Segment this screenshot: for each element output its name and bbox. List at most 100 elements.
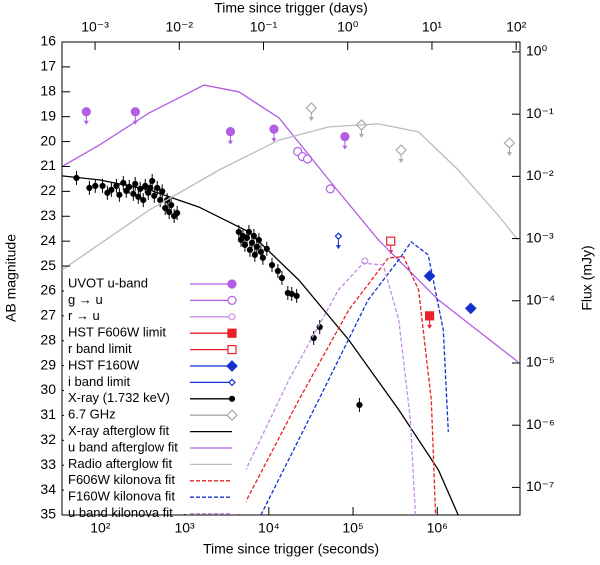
data-point [424,311,435,321]
plot-frame [61,41,521,516]
legend-marker [226,360,238,372]
legend-box [64,276,246,514]
data-point [116,191,123,198]
legend-label: i band limit [68,374,131,389]
data-point [268,261,276,269]
data-point [149,177,156,185]
legend-marker [227,328,237,338]
x-axis-label: Time since trigger (seconds) [203,541,379,557]
data-point [259,254,266,261]
limit-arrow [506,152,512,157]
limit-arrow [398,159,404,164]
legend-marker [228,378,236,387]
y2-tick-label: 10⁻⁵ [526,354,555,370]
x2-axis-label: Time since trigger (days) [214,0,368,16]
fit-curve [223,262,417,515]
data-point [325,184,335,194]
data-point [151,192,158,199]
y-tick-label: 17 [40,58,56,74]
y-tick-label: 26 [40,282,56,298]
fit-curve [62,84,519,363]
data-point [269,124,279,134]
x-tick-label: 10⁵ [342,520,363,536]
fit-curve [238,256,437,515]
y-tick-label: 22 [40,182,56,198]
x-tick-label: 10⁶ [427,520,448,536]
y2-tick-label: 10⁰ [526,43,548,59]
data-point [166,208,173,216]
legend-label: UVOT u-band [68,275,148,290]
data-point [157,196,164,204]
data-point [503,137,516,149]
x-tick-label: 10⁴ [258,520,280,536]
y-tick-label: 29 [40,356,56,372]
y-tick-label: 34 [40,481,56,497]
legend-label: HST F160W [68,357,140,372]
x2-tick-label: 10⁰ [337,19,359,35]
y-tick-label: 20 [40,132,56,148]
data-point [132,180,139,187]
legend-marker [227,279,237,289]
y2-tick-label: 10⁻² [526,167,554,183]
y2-tick-label: 10⁻³ [526,229,554,245]
legend-marker [226,409,238,422]
data-point [108,186,115,193]
y-tick-label: 18 [40,82,56,98]
data-point [243,234,251,242]
legend-marker [227,295,237,305]
legend-marker [227,295,237,305]
data-point [154,184,161,191]
legend-label: F160W kilonova fit [68,489,175,504]
y2-tick-label: 10⁻¹ [526,105,554,121]
data-point [235,228,242,236]
legend-label: X-ray (1.732 keV) [68,390,170,405]
y-tick-label: 19 [40,107,56,123]
y2-tick-label: 10⁻⁶ [526,416,555,432]
data-point [130,190,137,197]
x-tick-label: 10³ [174,520,195,536]
limit-arrow [427,324,433,329]
data-point [288,290,295,298]
y-tick-label: 28 [40,331,56,347]
y-tick-label: 25 [40,257,56,273]
data-point [423,270,436,282]
data-point [130,107,140,117]
legend-marker [227,328,237,338]
y-tick-label: 27 [40,307,56,323]
y-tick-label: 35 [40,506,56,522]
data-point [225,127,236,137]
fit-curve [260,240,449,515]
data-point [395,144,407,156]
y2-tick-label: 10⁻⁴ [526,291,555,307]
legend-label: g → u [68,292,103,307]
data-point [340,132,350,142]
data-point [334,232,343,241]
y-tick-label: 32 [40,431,56,447]
y-axis-label: AB magnitude [3,234,19,322]
limit-arrow [359,133,365,138]
data-point [251,251,258,258]
legend-label: HST F606W limit [68,325,166,340]
limit-arrow [271,138,277,143]
y-tick-label: 16 [40,33,56,49]
legend-marker [227,345,237,355]
y-tick-label: 30 [40,381,56,397]
y2-tick-label: 10⁻⁷ [526,478,554,494]
legend-label: X-ray afterglow fit [68,423,170,438]
legend-label: u band afterglow fit [68,439,178,454]
legend-marker [228,378,236,387]
data-point [386,236,396,246]
legend-label: u band kilonova fit [68,505,173,520]
data-point [248,239,256,247]
data-point [140,196,147,204]
data-point [162,204,169,212]
legend-marker [228,313,236,321]
data-point [92,182,99,189]
y2-axis-label: Flux (mJy) [579,245,595,310]
legend-marker [228,313,236,321]
x2-tick-label: 10¹ [422,19,443,35]
x2-tick-label: 10² [506,19,527,35]
legend-label: r band limit [68,341,132,356]
data-point [278,274,286,282]
fit-curve [62,123,519,271]
